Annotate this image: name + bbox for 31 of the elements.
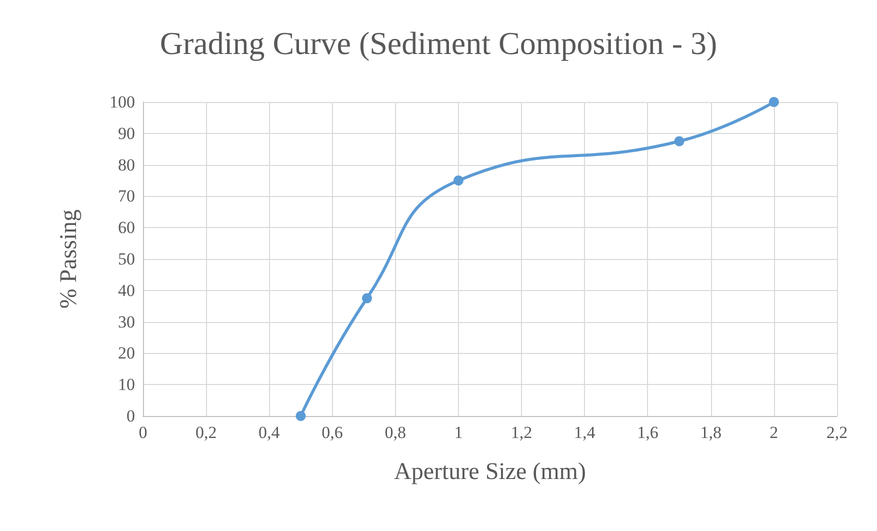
point bbox=[674, 136, 684, 146]
y-tick-label: 30 bbox=[118, 312, 135, 332]
x-tick-label: 2 bbox=[770, 423, 778, 442]
chart-title: Grading Curve (Sediment Composition - 3) bbox=[160, 25, 718, 61]
y-tick-label: 60 bbox=[118, 218, 135, 238]
x-tick-label: 1,6 bbox=[637, 423, 658, 442]
point bbox=[296, 411, 306, 421]
y-tick-label: 50 bbox=[118, 250, 135, 268]
y-tick-label: 90 bbox=[118, 124, 135, 143]
x-axis-title: Aperture Size (mm) bbox=[394, 459, 586, 485]
x-tick-label: 0,6 bbox=[322, 423, 343, 442]
x-tick-label: 1,4 bbox=[574, 423, 596, 442]
x-tick-label: 0,8 bbox=[384, 423, 406, 442]
x-tick-label: 1 bbox=[454, 423, 463, 442]
y-tick-label: 0 bbox=[126, 406, 135, 426]
y-tick-label: 100 bbox=[110, 92, 135, 112]
x-tick-label: 0,2 bbox=[195, 423, 217, 442]
x-tick-label: 0,4 bbox=[258, 423, 280, 442]
y-axis-title: % Passing bbox=[56, 209, 82, 309]
x-tick-label: 2,2 bbox=[826, 423, 848, 442]
point bbox=[453, 176, 464, 186]
y-tick-label: 80 bbox=[118, 155, 135, 174]
point bbox=[768, 97, 779, 107]
y-tick-label: 10 bbox=[118, 375, 135, 394]
point bbox=[362, 293, 372, 304]
x-tick-label: 1,2 bbox=[510, 423, 532, 442]
y-tick-label: 20 bbox=[118, 344, 135, 363]
x-tick-label: 1,8 bbox=[700, 423, 722, 442]
x-tick-label: 0 bbox=[138, 423, 148, 442]
y-tick-label: 70 bbox=[118, 186, 135, 206]
y-tick-label: 40 bbox=[118, 280, 135, 300]
